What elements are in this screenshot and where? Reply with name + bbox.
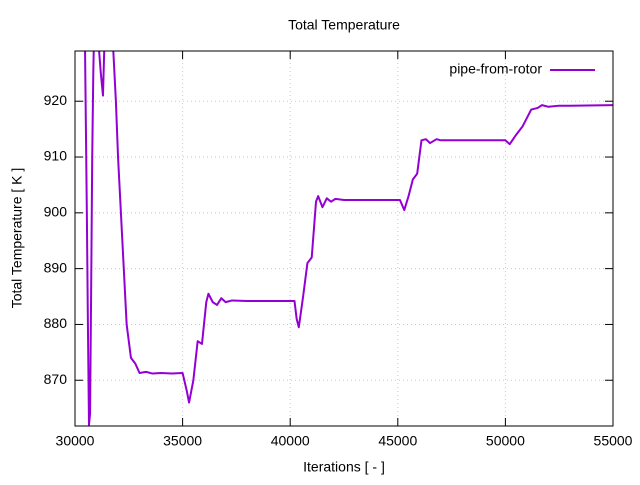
- x-tick-label: 45000: [378, 433, 417, 449]
- y-tick-label: 900: [44, 204, 68, 220]
- x-tick-label: 40000: [271, 433, 310, 449]
- plot-frame: [74, 50, 614, 427]
- x-tick-label: 55000: [594, 433, 633, 449]
- chart-title: Total Temperature: [288, 17, 400, 33]
- y-tick-label: 870: [44, 371, 68, 387]
- x-tick-label: 50000: [486, 433, 525, 449]
- x-axis-label: Iterations [ - ]: [303, 459, 385, 475]
- legend-label: pipe-from-rotor: [449, 61, 542, 77]
- data-line: [84, 51, 613, 426]
- y-tick-label: 920: [44, 92, 68, 108]
- y-tick-label: 890: [44, 259, 68, 275]
- x-tick-label: 30000: [56, 433, 95, 449]
- y-axis-label: Total Temperature [ K ]: [9, 168, 25, 309]
- y-tick-label: 910: [44, 148, 68, 164]
- y-tick-label: 880: [44, 315, 68, 331]
- x-tick-label: 35000: [163, 433, 202, 449]
